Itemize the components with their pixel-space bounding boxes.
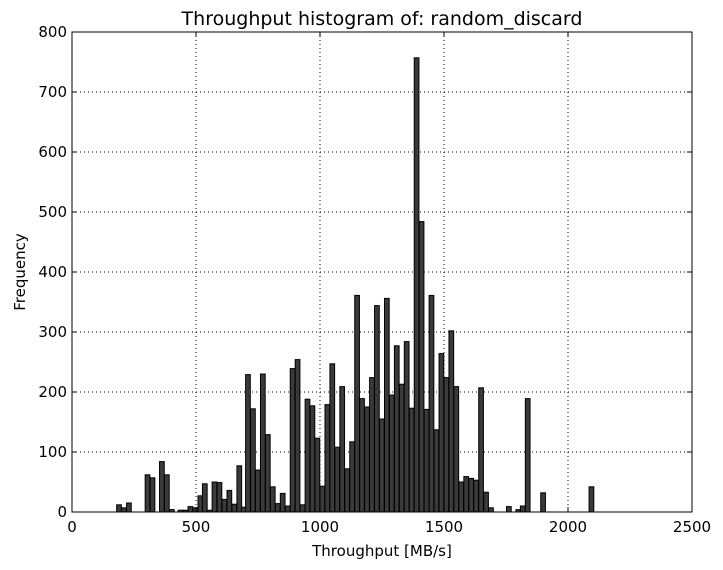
histogram-bar [269, 486, 276, 513]
histogram-bar [126, 502, 132, 513]
histogram-bar [349, 441, 355, 513]
histogram-bar [149, 477, 156, 513]
histogram-bar [344, 468, 351, 513]
x-axis-label: Throughput [MB/s] [311, 542, 452, 560]
histogram-bar [393, 345, 400, 513]
axis-ticks [71, 31, 693, 513]
histogram-bar [121, 507, 127, 513]
histogram-bar [255, 469, 261, 513]
histogram-bar [264, 434, 271, 513]
histogram-bar [428, 294, 435, 513]
histogram-bar [413, 57, 420, 513]
histogram-bar [519, 505, 526, 513]
histogram-bar [201, 483, 208, 513]
histogram-bar [505, 506, 512, 513]
histogram-bar [364, 406, 370, 513]
histogram-bar [478, 387, 484, 513]
x-tick-label: 500 [182, 518, 211, 536]
y-tick-label: 500 [38, 203, 67, 221]
histogram-bar [279, 492, 286, 513]
grid-lines [72, 32, 692, 512]
histogram-bar [319, 485, 326, 513]
histogram-bar [524, 398, 531, 513]
y-tick-label: 300 [38, 323, 67, 341]
chart-title: Throughput histogram of: random_discard [181, 8, 583, 30]
histogram-bar [359, 398, 365, 513]
histogram-bar [236, 465, 243, 513]
histogram-bar [388, 394, 395, 513]
x-tick-label: 2500 [673, 518, 711, 536]
histogram-bar [250, 408, 256, 513]
histogram-bar [192, 507, 199, 513]
x-tick-label: 1000 [301, 518, 339, 536]
x-tick-label: 2000 [549, 518, 587, 536]
histogram-bar [284, 505, 291, 513]
y-tick-label: 800 [38, 23, 67, 41]
y-tick-label: 0 [57, 503, 67, 521]
histogram-bar [216, 482, 223, 513]
histogram-bar [116, 504, 122, 513]
histogram-bar [354, 294, 360, 513]
histogram-bar [423, 408, 430, 513]
y-tick-label: 200 [38, 383, 67, 401]
histogram-bar [339, 386, 346, 513]
histogram-bar [309, 405, 316, 513]
histogram-bar [448, 330, 455, 513]
histogram-bar [443, 377, 450, 513]
histogram-bar [329, 363, 336, 513]
histogram-bar [231, 503, 238, 513]
x-tick-label: 1500 [425, 518, 463, 536]
histogram-bar [438, 353, 445, 513]
x-tick-label: 0 [67, 518, 77, 536]
y-axis-label: Frequency [11, 233, 29, 311]
histogram-bar [211, 481, 218, 513]
histogram-bar [458, 481, 465, 513]
histogram-bar [259, 373, 266, 513]
histogram-bar [245, 374, 251, 513]
histogram-bar [540, 492, 546, 513]
histogram-bar [187, 506, 194, 513]
histogram-bar [433, 429, 440, 513]
histogram-bar [468, 477, 475, 513]
histogram-bar [463, 476, 470, 513]
histogram-bar [418, 221, 425, 513]
histogram-bar [473, 479, 479, 513]
histogram-bar [144, 474, 151, 513]
histogram-bar [453, 386, 460, 513]
histogram-bar [408, 407, 415, 513]
y-tick-label: 600 [38, 143, 67, 161]
histogram-bar [383, 297, 390, 513]
histogram-bar [159, 461, 165, 513]
histogram-bar [403, 341, 410, 513]
histogram-bar [588, 486, 595, 513]
x-tick-labels: 0 500 1000 1500 2000 2500 [67, 518, 711, 536]
histogram-bar [379, 418, 385, 513]
histogram-bar [398, 383, 405, 513]
histogram-bar [324, 404, 331, 513]
y-tick-label: 100 [38, 443, 67, 461]
histogram-bar [369, 377, 375, 513]
histogram-bar [483, 491, 489, 513]
histogram-bar [221, 498, 228, 513]
y-tick-labels: 0 100 200 300 400 500 600 700 800 [38, 23, 67, 521]
histogram-bar [374, 305, 380, 513]
histogram-bar [314, 437, 321, 513]
histogram-bar [226, 489, 233, 513]
histogram-bar [274, 503, 281, 513]
histogram-bar [164, 474, 170, 513]
histogram-bar [488, 507, 494, 513]
histogram-bar [304, 398, 311, 513]
histogram-bar [334, 446, 341, 513]
histogram-bar [299, 504, 306, 513]
y-tick-label: 400 [38, 263, 67, 281]
histogram-bar [289, 368, 296, 513]
histogram-bar [294, 359, 301, 513]
y-tick-label: 700 [38, 83, 67, 101]
histogram-bars [116, 57, 595, 513]
